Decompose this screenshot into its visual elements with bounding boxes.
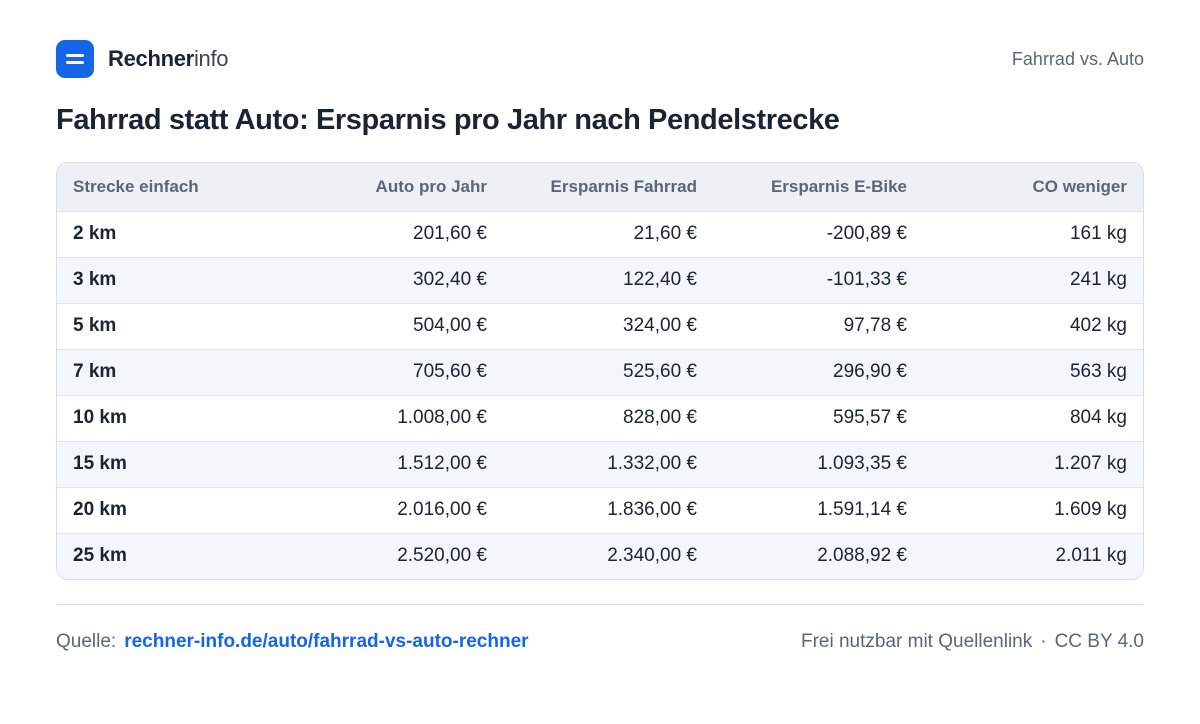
cell-car-cost: 1.512,00 € [397, 453, 487, 474]
cell-co2-reduction: 402 kg [1069, 315, 1127, 336]
cell-ebike-savings: 97,78 € [843, 315, 907, 336]
table-body: 2 km 201,60 € 21,60 € -200,89 € 161 kg 3 km 30… [57, 211, 1143, 579]
cell-car-cost: 705,60 € [413, 361, 487, 382]
cell-distance: 20 km [73, 499, 127, 520]
cell-car-cost: 302,40 € [413, 269, 487, 290]
cell-co2-reduction: 1.609 kg [1054, 499, 1127, 520]
logo-icon [56, 40, 94, 78]
cell-ebike-savings: 1.093,35 € [817, 453, 907, 474]
cell-co2-reduction: 804 kg [1069, 407, 1127, 428]
savings-table: Strecke einfach Auto pro Jahr Ersparnis … [56, 162, 1144, 580]
cell-distance: 2 km [73, 223, 117, 244]
column-header-car-cost: Auto pro Jahr [375, 176, 487, 196]
table-row: 5 km 504,00 € 324,00 € 97,78 € 402 kg [57, 303, 1143, 349]
table-row: 15 km 1.512,00 € 1.332,00 € 1.093,35 € 1.207… [57, 441, 1143, 487]
cell-car-cost: 2.016,00 € [397, 499, 487, 520]
cell-ebike-savings: -200,89 € [826, 223, 907, 244]
license-separator: · [1040, 631, 1047, 652]
table-header-row: Strecke einfach Auto pro Jahr Ersparnis … [57, 163, 1143, 211]
cell-distance: 3 km [73, 269, 117, 290]
cell-bike-savings: 324,00 € [623, 315, 697, 336]
license-line: Frei nutzbar mit Quellenlink · CC BY 4.0 [801, 631, 1144, 653]
footer-divider [56, 604, 1144, 605]
cell-distance: 5 km [73, 315, 117, 336]
cell-co2-reduction: 2.011 kg [1055, 545, 1127, 567]
license-text: Frei nutzbar mit Quellenlink [800, 631, 1033, 652]
cell-distance: 15 km [73, 453, 127, 474]
table-row: 2 km 201,60 € 21,60 € -200,89 € 161 kg [57, 211, 1143, 257]
cell-ebike-savings: 595,57 € [833, 407, 907, 428]
brand-name-bold: Rechner [108, 46, 194, 71]
source-label: Quelle: [56, 631, 117, 652]
cell-co2-reduction: 241 kg [1069, 269, 1127, 290]
column-header-co2-reduction: CO weniger [1032, 176, 1127, 196]
table-row: 7 km 705,60 € 525,60 € 296,90 € 563 kg [57, 349, 1143, 395]
table-row: 3 km 302,40 € 122,40 € -101,33 € 241 kg [57, 257, 1143, 303]
cell-co2-reduction: 161 kg [1069, 223, 1127, 244]
page-title: Fahrrad statt Auto: Ersparnis pro Jahr n… [56, 104, 840, 136]
license-badge: CC BY 4.0 [1054, 631, 1144, 652]
cell-bike-savings: 1.332,00 € [607, 453, 697, 474]
cell-car-cost: 1.008,00 € [397, 407, 487, 428]
table-row: 20 km 2.016,00 € 1.836,00 € 1.591,14 € 1.609… [57, 487, 1143, 533]
cell-ebike-savings: 296,90 € [833, 361, 907, 382]
cell-car-cost: 2.520,00 € [397, 545, 487, 567]
cell-bike-savings: 525,60 € [623, 361, 697, 382]
cell-ebike-savings: -101,33 € [826, 269, 907, 290]
source-link[interactable]: rechner-info.de/auto/fahrrad-vs-auto-rec… [124, 631, 529, 652]
column-header-ebike-savings: Ersparnis E-Bike [770, 176, 907, 196]
column-header-distance: Strecke einfach [73, 176, 199, 196]
brand-name-light: info [193, 46, 229, 71]
cell-bike-savings: 122,40 € [623, 269, 697, 290]
table-row: 25 km 2.520,00 € 2.340,00 € 2.088,92 € 2.011… [57, 533, 1143, 579]
cell-ebike-savings: 1.591,14 € [817, 499, 907, 520]
cell-bike-savings: 1.836,00 € [607, 499, 697, 520]
cell-distance: 25 km [73, 545, 127, 567]
column-header-bike-savings: Ersparnis Fahrrad [550, 176, 697, 196]
cell-distance: 7 km [73, 361, 117, 382]
brand-logo[interactable]: Rechnerinfo [56, 40, 229, 78]
cell-distance: 10 km [73, 407, 127, 428]
cell-bike-savings: 828,00 € [623, 407, 697, 428]
topic-label: Fahrrad vs. Auto [1011, 49, 1144, 69]
cell-ebike-savings: 2.088,92 € [817, 545, 907, 567]
brand-name: Rechnerinfo [108, 46, 229, 72]
cell-bike-savings: 21,60 € [633, 223, 697, 244]
cell-co2-reduction: 563 kg [1069, 361, 1127, 382]
cell-bike-savings: 2.340,00 € [607, 545, 697, 567]
table-row: 10 km 1.008,00 € 828,00 € 595,57 € 804 kg [57, 395, 1143, 441]
cell-car-cost: 504,00 € [413, 315, 487, 336]
cell-co2-reduction: 1.207 kg [1054, 453, 1127, 474]
source-line: Quelle: rechner-info.de/auto/fahrrad-vs-a… [56, 631, 529, 653]
cell-car-cost: 201,60 € [413, 223, 487, 244]
